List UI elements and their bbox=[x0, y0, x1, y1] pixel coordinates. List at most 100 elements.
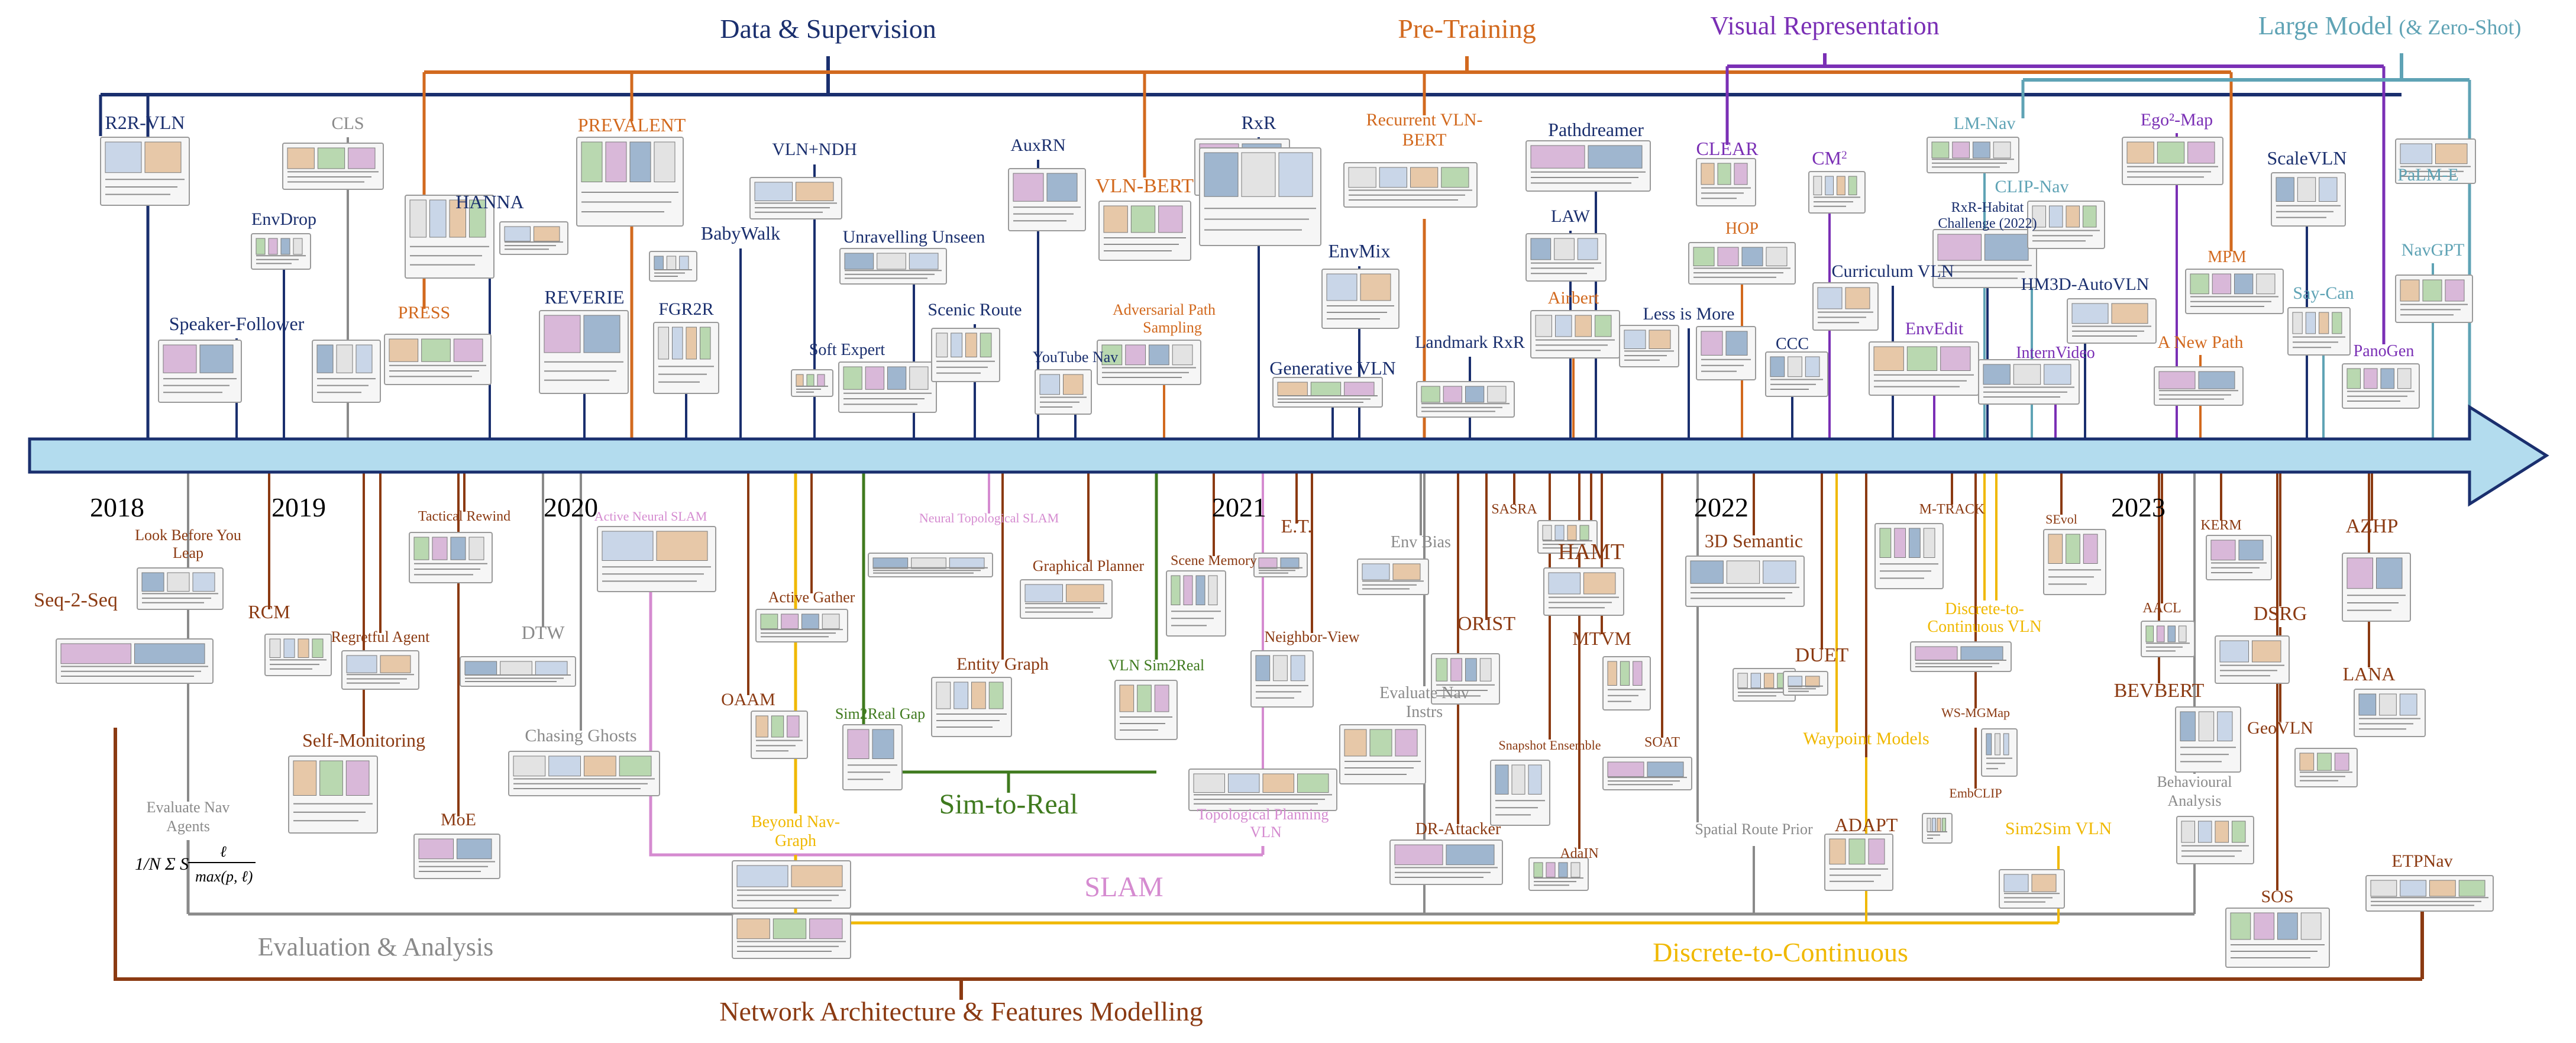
paper-figure-thumbnail bbox=[2294, 748, 2358, 787]
paper-label-look-before-you: Look Before You bbox=[135, 527, 241, 544]
paper-figure-thumbnail bbox=[1874, 523, 1944, 589]
paper-label-hm3d-autovln: HM3D-AutoVLN bbox=[2021, 275, 2150, 294]
paper-figure-thumbnail bbox=[1530, 310, 1620, 359]
paper-label-hamt: HAMT bbox=[1558, 540, 1624, 564]
year-label-2021: 2021 bbox=[1212, 492, 1266, 522]
paper-figure-thumbnail bbox=[1537, 520, 1598, 554]
year-label-2019: 2019 bbox=[272, 492, 326, 522]
paper-figure-thumbnail bbox=[1927, 137, 2019, 173]
connector-slam bbox=[649, 529, 1263, 857]
paper-label-landmark-rxr: Landmark RxR bbox=[1415, 332, 1525, 352]
paper-label-ws-mgmap: WS-MGMap bbox=[1941, 705, 2010, 720]
connector-arch bbox=[114, 728, 2422, 981]
paper-figure-thumbnail bbox=[1812, 282, 1879, 331]
category-slam: SLAM bbox=[1084, 871, 1163, 903]
timeline-arrow-shape bbox=[28, 404, 2549, 507]
paper-figure-thumbnail bbox=[460, 656, 576, 687]
paper-figure-thumbnail bbox=[842, 724, 903, 790]
paper-figure-thumbnail bbox=[838, 361, 937, 413]
paper-label-babywalk: BabyWalk bbox=[701, 222, 780, 244]
paper-figure-thumbnail bbox=[251, 233, 311, 270]
paper-label-snapshot-ensemble: Snapshot Ensemble bbox=[1499, 738, 1601, 753]
paper-figure-thumbnail bbox=[2175, 706, 2241, 773]
paper-figure-thumbnail bbox=[2067, 298, 2157, 344]
paper-label-analysis: Analysis bbox=[2168, 792, 2222, 809]
paper-figure-thumbnail bbox=[2395, 138, 2476, 184]
paper-label-m-track: M-TRACK bbox=[1919, 502, 1985, 517]
paper-figure-thumbnail bbox=[868, 553, 993, 577]
paper-figure-thumbnail bbox=[755, 609, 848, 642]
paper-label-beyond-nav: Beyond Nav- bbox=[751, 813, 840, 831]
paper-label-rcm: RCM bbox=[248, 601, 290, 622]
paper-figure-thumbnail bbox=[2342, 363, 2420, 409]
paper-label-duet: DUET bbox=[1795, 644, 1849, 666]
paper-label-auxrn: AuxRN bbox=[1010, 135, 1065, 155]
paper-label-orist: ORIST bbox=[1457, 613, 1515, 635]
paper-label-adversarial-path: Adversarial Path bbox=[1113, 301, 1216, 318]
paper-label-sampling: Sampling bbox=[1143, 319, 1202, 336]
paper-figure-thumbnail bbox=[1824, 834, 1893, 891]
paper-label-vln-ndh: VLN+NDH bbox=[772, 140, 857, 159]
paper-label-regretful-agent: Regretful Agent bbox=[331, 628, 431, 645]
paper-label-ccc: CCC bbox=[1776, 335, 1809, 353]
paper-label-clip-nav: CLIP-Nav bbox=[1995, 177, 2069, 196]
paper-figure-thumbnail bbox=[1097, 340, 1201, 385]
paper-figure-thumbnail bbox=[1188, 768, 1337, 811]
paper-figure-thumbnail bbox=[1910, 641, 2012, 672]
paper-label-chasing-ghosts: Chasing Ghosts bbox=[525, 726, 636, 745]
paper-label-scene-memory: Scene Memory bbox=[1171, 553, 1257, 569]
paper-figure-thumbnail bbox=[1490, 760, 1550, 826]
paper-figure-thumbnail bbox=[137, 567, 224, 610]
paper-label-sos: SOS bbox=[2261, 887, 2293, 906]
paper-label-continuous-vln: Continuous VLN bbox=[1927, 618, 2041, 636]
paper-figure-thumbnail bbox=[1999, 869, 2065, 909]
paper-figure-thumbnail bbox=[1869, 341, 1979, 396]
paper-label-tactical-rewind: Tactical Rewind bbox=[418, 509, 510, 524]
paper-figure-thumbnail bbox=[649, 251, 697, 282]
labels: Data & Supervision Pre-Training Visual R… bbox=[135, 11, 2521, 1026]
paper-figure-thumbnail bbox=[2287, 307, 2351, 356]
paper-figure-thumbnail bbox=[1932, 229, 2037, 288]
paper-figure-thumbnail bbox=[1250, 650, 1314, 708]
paper-label-less-is-more: Less is More bbox=[1643, 304, 1735, 324]
paper-figure-thumbnail bbox=[1688, 242, 1796, 285]
paper-figure-thumbnail bbox=[1981, 728, 2018, 777]
paper-figure-thumbnail bbox=[413, 834, 500, 879]
paper-figure-thumbnail bbox=[1339, 724, 1426, 784]
paper-figure-thumbnail bbox=[1808, 171, 1866, 214]
paper-label-active-gather: Active Gather bbox=[768, 589, 855, 606]
paper-label-soat: SOAT bbox=[1644, 735, 1680, 750]
paper-label-palm-e: PaLM-E bbox=[2397, 165, 2458, 185]
paper-figure-thumbnail bbox=[56, 638, 214, 684]
paper-label-dr-attacker: DR-Attacker bbox=[1415, 820, 1501, 838]
paper-label-youtube-nav: YouTube Nav bbox=[1033, 348, 1119, 366]
paper-label-azhp: AZHP bbox=[2346, 515, 2399, 537]
paper-figure-thumbnail bbox=[405, 195, 494, 279]
formula-lhs: 1/N Σ S bbox=[135, 854, 189, 874]
paper-label-bevbert: BEVBERT bbox=[2114, 680, 2205, 702]
papers-above-timeline: R2R-VLN CLS EnvDrop Speaker-Follower HANNA PR… bbox=[105, 110, 2464, 379]
paper-thumbnails bbox=[56, 137, 2494, 968]
paper-figure-thumbnail bbox=[1619, 325, 1679, 367]
paper-label-cls: CLS bbox=[331, 114, 364, 133]
year-label-2020: 2020 bbox=[544, 492, 598, 522]
paper-figure-thumbnail bbox=[1199, 147, 1321, 246]
paper-label-fgr2r: FGR2R bbox=[658, 299, 713, 319]
paper-label-geovln: GeoVLN bbox=[2247, 718, 2313, 738]
paper-figure-thumbnail bbox=[2141, 621, 2195, 657]
paper-label-evaluate-nav: Evaluate Nav bbox=[1379, 684, 1469, 702]
paper-figure-thumbnail bbox=[576, 137, 684, 227]
paper-figure-thumbnail bbox=[1389, 839, 1503, 885]
paper-label-ego-map: Ego²-Map bbox=[2141, 110, 2213, 130]
paper-figure-thumbnail bbox=[100, 137, 190, 206]
paper-label-rxr-habitat: RxR-Habitat bbox=[1951, 200, 2024, 215]
paper-label-spatial-route-prior: Spatial Route Prior bbox=[1695, 821, 1813, 838]
paper-figure-thumbnail bbox=[2043, 529, 2106, 595]
paper-label-neural-topological-slam: Neural Topological SLAM bbox=[919, 511, 1059, 525]
paper-label-sasra: SASRA bbox=[1491, 502, 1537, 517]
paper-label-clear: CLEAR bbox=[1696, 138, 1759, 159]
paper-label-lm-nav: LM-Nav bbox=[1954, 114, 2016, 133]
paper-label-dsrg: DSRG bbox=[2254, 603, 2307, 625]
paper-figure-thumbnail bbox=[264, 634, 332, 676]
